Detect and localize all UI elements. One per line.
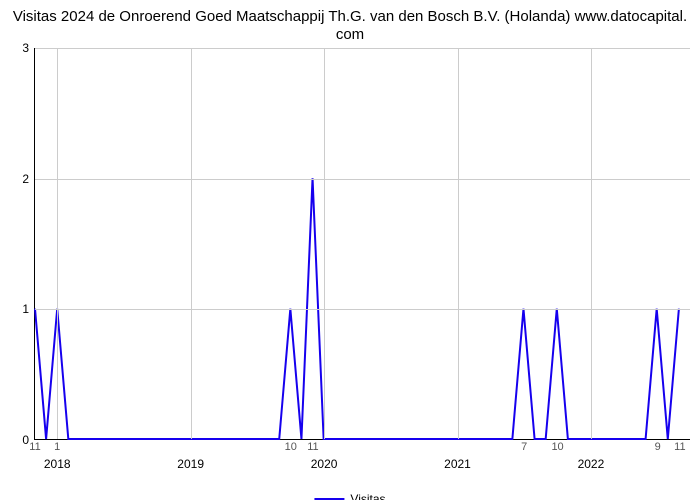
- x-major-label: 2019: [177, 439, 204, 471]
- y-tick-label: 3: [22, 41, 35, 55]
- chart-title-line2: com: [336, 26, 364, 43]
- y-tick-label: 1: [22, 302, 35, 316]
- chart-title: Visitas 2024 de Onroerend Goed Maatschap…: [0, 8, 700, 44]
- legend-label: Visitas: [350, 492, 385, 500]
- x-point-label: 9: [655, 439, 661, 453]
- visits-line-chart: Visitas 2024 de Onroerend Goed Maatschap…: [0, 0, 700, 500]
- x-point-label: 11: [29, 439, 40, 453]
- gridline-v: [324, 48, 325, 439]
- x-point-label: 10: [551, 439, 563, 453]
- chart-title-line1: Visitas 2024 de Onroerend Goed Maatschap…: [13, 8, 687, 25]
- x-major-label: 2022: [578, 439, 605, 471]
- x-major-label: 2021: [444, 439, 471, 471]
- x-point-label: 11: [674, 439, 685, 453]
- plot-area: 0123201820192020202120221111011710911: [34, 48, 690, 440]
- gridline-v: [591, 48, 592, 439]
- x-point-label: 1: [54, 439, 60, 453]
- x-point-label: 11: [307, 439, 318, 453]
- gridline-v: [458, 48, 459, 439]
- x-point-label: 7: [521, 439, 527, 453]
- y-tick-label: 2: [22, 172, 35, 186]
- chart-legend: Visitas: [314, 492, 385, 500]
- gridline-v: [57, 48, 58, 439]
- x-point-label: 10: [285, 439, 297, 453]
- gridline-v: [191, 48, 192, 439]
